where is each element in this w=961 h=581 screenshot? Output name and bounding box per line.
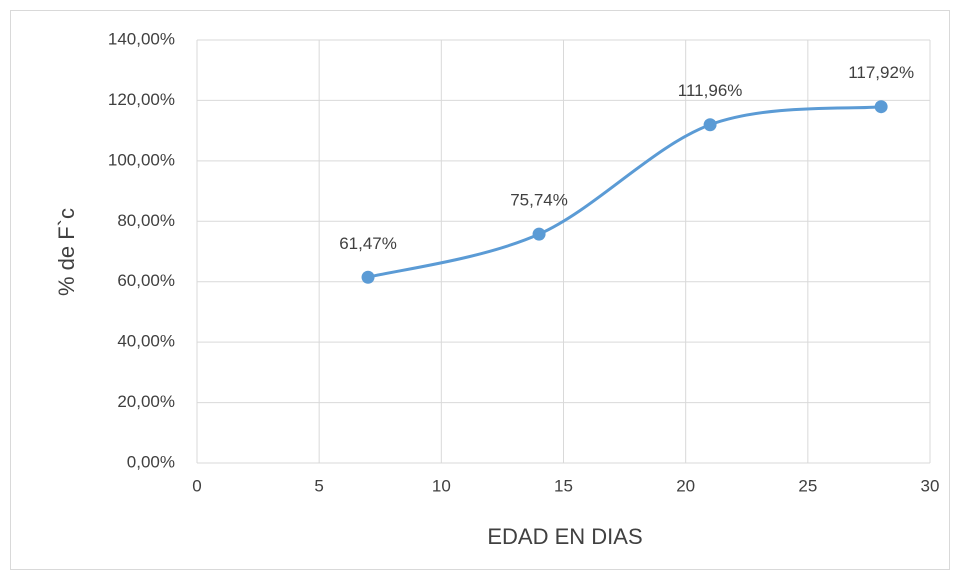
x-tick-label: 5 [314,476,323,495]
x-tick-label: 30 [921,476,940,495]
data-point [532,227,546,241]
series-line [367,105,882,279]
x-axis-title: EDAD EN DIAS [487,524,642,549]
data-point [703,118,717,132]
data-label: 75,74% [510,191,568,210]
y-tick-label: 100,00% [108,150,175,169]
x-tick-label: 0 [192,476,201,495]
data-label: 111,96% [678,81,743,100]
y-tick-label: 120,00% [108,90,175,109]
y-tick-label: 60,00% [117,271,175,290]
data-point [874,100,888,114]
x-tick-label: 15 [554,476,573,495]
x-tick-label: 25 [798,476,817,495]
y-tick-label: 80,00% [117,211,175,230]
y-tick-label: 0,00% [127,452,175,471]
chart-border [10,10,950,570]
y-tick-label: 40,00% [117,332,175,351]
data-point [361,270,375,284]
y-axis-title: % de F`c [54,208,79,296]
x-tick-label: 20 [676,476,695,495]
data-label: 117,92% [848,63,914,82]
y-tick-label: 20,00% [117,392,175,411]
data-label: 61,47% [339,234,397,253]
y-tick-label: 140,00% [108,29,175,48]
x-tick-label: 10 [432,476,451,495]
